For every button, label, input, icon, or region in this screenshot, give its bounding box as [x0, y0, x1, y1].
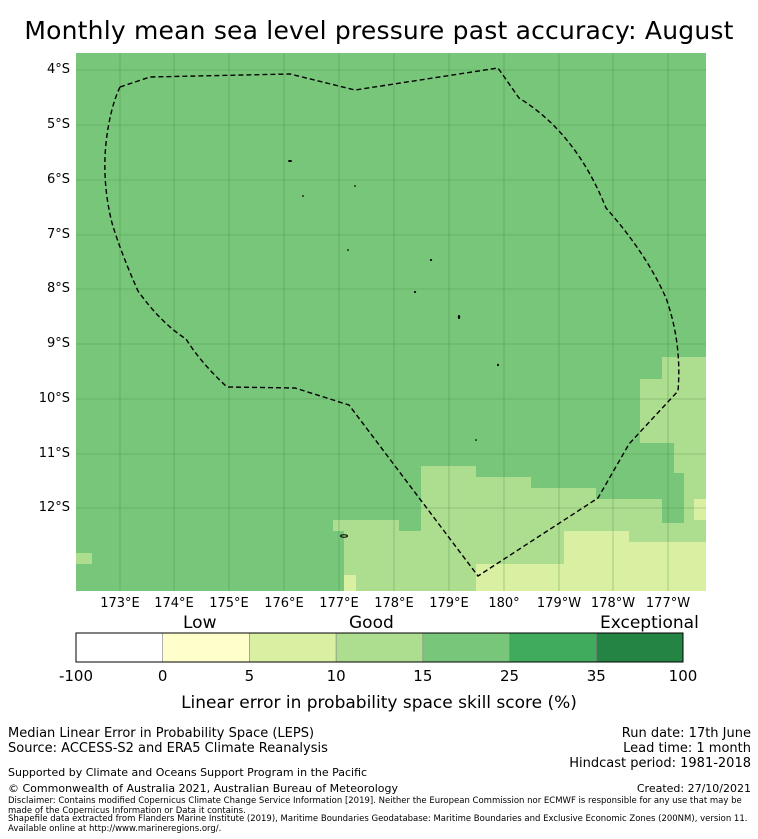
latitude-label: 10°S — [38, 391, 70, 406]
longitude-label: 179°E — [429, 596, 469, 611]
skill-map — [76, 53, 706, 591]
moderate-east — [694, 499, 706, 520]
category-low: Low — [183, 613, 217, 633]
eez-boundary — [104, 67, 680, 577]
latitude-label: 7°S — [46, 227, 70, 242]
colorbar-tick-label: 35 — [586, 667, 606, 685]
footer-run-date: Run date: 17th June — [621, 726, 751, 741]
moderate-south-2 — [344, 575, 356, 591]
patch-east — [660, 357, 706, 591]
island — [429, 259, 433, 261]
footer-shapefile: Shapefile data extracted from Flanders M… — [8, 814, 748, 834]
colorbar-tick-label: 0 — [157, 667, 168, 685]
islands — [288, 160, 499, 538]
island — [457, 315, 461, 319]
colorbar-segment — [335, 632, 424, 663]
latitude-label: 6°S — [46, 172, 70, 187]
footer-support: Supported by Climate and Oceans Support … — [8, 766, 368, 779]
gridlines — [76, 53, 706, 591]
footer-copyright: © Commonwealth of Australia 2021, Austra… — [8, 782, 398, 795]
colorbar-tick-label: 25 — [500, 667, 520, 685]
longitude-label: 178°W — [590, 596, 636, 611]
colorbar-segment — [595, 632, 684, 663]
latitude-label: 5°S — [46, 117, 70, 132]
longitude-label: 174°E — [154, 596, 194, 611]
footer-hindcast: Hindcast period: 1981-2018 — [569, 756, 751, 771]
island — [413, 291, 417, 293]
longitude-label: 180° — [488, 596, 520, 611]
island — [475, 439, 477, 441]
footer-disclaimer: Disclaimer: Contains modified Copernicus… — [8, 796, 742, 816]
colorbar-title: Linear error in probability space skill … — [181, 693, 577, 713]
map-canvas — [76, 53, 706, 591]
longitude-label: 178°E — [374, 596, 414, 611]
chart-title: Monthly mean sea level pressure past acc… — [24, 16, 734, 45]
island — [302, 195, 304, 197]
colorbar — [75, 632, 684, 663]
footer-leps: Median Linear Error in Probability Space… — [8, 726, 315, 741]
island — [288, 160, 292, 162]
latitude-label: 8°S — [46, 281, 70, 296]
footer-lead-time: Lead time: 1 month — [623, 741, 751, 756]
longitude-label: 176°E — [264, 596, 304, 611]
longitude-label: 179°W — [536, 596, 582, 611]
island — [354, 185, 356, 187]
colorbar-tick-label: 10 — [326, 667, 346, 685]
longitude-label: 175°E — [209, 596, 249, 611]
colorbar-tick-label: 100 — [668, 667, 698, 685]
category-exceptional: Exceptional — [600, 613, 699, 633]
colorbar-segment — [75, 632, 164, 663]
footer-created: Created: 27/10/2021 — [636, 782, 751, 795]
patch-east-2 — [640, 379, 662, 443]
colorbar-outline — [75, 632, 684, 663]
footer-source: Source: ACCESS-S2 and ERA5 Climate Reana… — [8, 741, 328, 756]
moderate-south — [476, 531, 706, 591]
colorbar-segment — [509, 632, 597, 663]
patch-west — [76, 553, 92, 564]
category-good: Good — [349, 613, 394, 633]
longitude-label: 173°E — [100, 596, 140, 611]
island — [347, 249, 349, 251]
latitude-label: 11°S — [38, 446, 70, 461]
colorbar-tick-label: 15 — [413, 667, 433, 685]
colorbar-segment — [249, 632, 337, 663]
longitude-label: 177°W — [645, 596, 691, 611]
latitude-label: 12°S — [38, 500, 70, 515]
colorbar-tick-label: 5 — [244, 667, 255, 685]
colorbar-tick-label: -100 — [58, 667, 94, 685]
latitude-label: 4°S — [46, 62, 70, 77]
moderate-skill-patches — [344, 499, 706, 591]
colorbar-segment — [162, 632, 250, 663]
colorbar-segment — [422, 632, 510, 663]
island — [497, 363, 499, 367]
island — [340, 534, 348, 538]
latitude-label: 9°S — [46, 336, 70, 351]
longitude-label: 177°E — [319, 596, 359, 611]
